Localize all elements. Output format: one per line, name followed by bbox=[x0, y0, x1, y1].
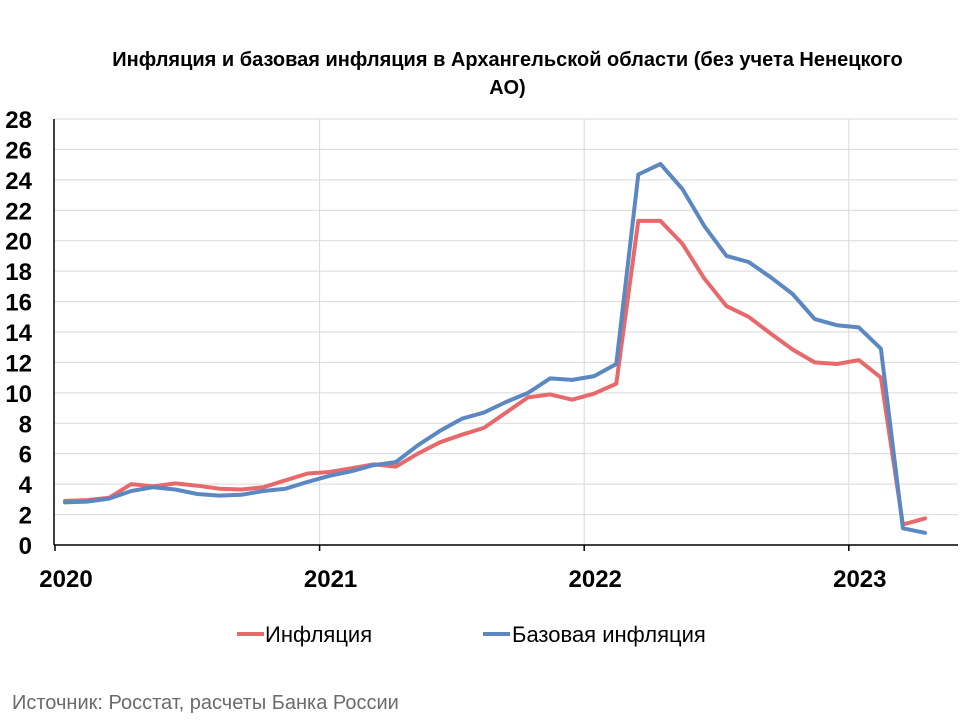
y-tick-label: 16 bbox=[5, 290, 32, 317]
x-tick-label: 2020 bbox=[39, 566, 92, 593]
y-tick-label: 12 bbox=[5, 350, 32, 377]
y-tick-label: 28 bbox=[5, 107, 32, 134]
y-tick-label: 6 bbox=[19, 442, 32, 469]
x-tick-labels: 2020 2021 2022 2023 bbox=[39, 566, 886, 593]
y-tick-label: 10 bbox=[5, 381, 32, 408]
y-tick-label: 26 bbox=[5, 137, 32, 164]
y-tick-label: 2 bbox=[19, 503, 32, 530]
x-tick-label: 2023 bbox=[833, 566, 886, 593]
y-tick-label: 4 bbox=[19, 472, 33, 499]
series-line-core-inflation bbox=[63, 161, 927, 535]
y-tick-label: 14 bbox=[5, 320, 32, 347]
y-tick-label: 18 bbox=[5, 259, 32, 286]
x-tick-label: 2021 bbox=[304, 566, 357, 593]
source-note: Источник: Росстат, расчеты Банка России bbox=[12, 692, 399, 714]
x-tick-label: 2022 bbox=[569, 566, 622, 593]
legend[interactable]: Инфляция Базовая инфляция bbox=[237, 622, 706, 647]
gridlines bbox=[54, 118, 958, 545]
chart-title: Инфляция и базовая инфляция в Архангельс… bbox=[112, 49, 903, 99]
series-line-inflation bbox=[63, 218, 927, 527]
y-tick-label: 24 bbox=[5, 168, 32, 195]
legend-item-label[interactable]: Базовая инфляция bbox=[512, 622, 706, 647]
series-lines bbox=[63, 161, 927, 535]
axes bbox=[53, 119, 958, 551]
y-tick-label: 0 bbox=[19, 533, 32, 560]
y-tick-label: 20 bbox=[5, 229, 32, 256]
y-tick-label: 8 bbox=[19, 411, 32, 438]
y-tick-label: 22 bbox=[5, 198, 32, 225]
legend-item-label[interactable]: Инфляция bbox=[265, 622, 372, 647]
